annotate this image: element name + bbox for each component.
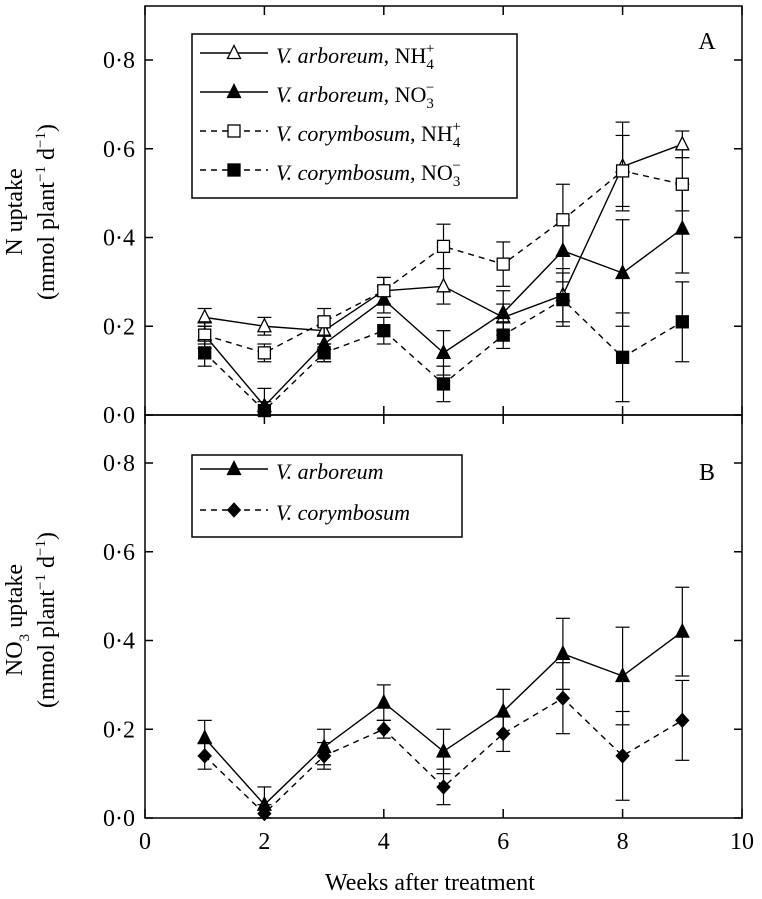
panel-1-ytick-label-2: 0·4: [103, 629, 135, 655]
panel-0-series-2-point-3: [377, 284, 391, 298]
panel-1-series-1-point-5: [496, 725, 511, 742]
panel-0-series-0-point-8: [674, 135, 690, 151]
panel-0-series-2-point-4: [436, 239, 451, 254]
panel-0-series-3-point-1: [257, 403, 272, 418]
panel-b-label: B: [699, 460, 715, 486]
legend-a-label-3: V. corymbosum, NO3−: [276, 158, 461, 190]
panel-1-series-0-point-3: [376, 693, 392, 709]
panel-0-series-2-point-1: [257, 346, 272, 360]
panel-0-ytick-label-1: 0·2: [103, 314, 135, 340]
panel-0-series-1-point-8: [674, 219, 690, 235]
panel-0-series-2-point-5: [496, 257, 510, 271]
x-tick-label-3: 6: [497, 829, 509, 855]
panel-1-ytick-label-0: 0·0: [103, 806, 135, 832]
panel-1-legend-marker-0: [226, 460, 242, 476]
panel-1-series-0-point-6: [555, 644, 571, 660]
x-tick-label-5: 10: [730, 829, 754, 855]
x-tick-label-4: 8: [617, 829, 629, 855]
panel-0-series-1-point-7: [615, 264, 631, 280]
panel-0-legend-marker-1: [226, 83, 242, 99]
panel-0-series-0-point-4: [435, 277, 452, 293]
panel-0-series-3-point-0: [198, 346, 212, 360]
panel-0-series-3-point-6: [556, 292, 570, 307]
panel-0-legend-marker-2: [227, 124, 241, 138]
panel-a-label: A: [698, 29, 716, 55]
panel-1-ytick-label-1: 0·2: [103, 717, 135, 743]
panel-0-series-2-point-2: [317, 315, 331, 329]
svg-text:(mmol plant−1 d−1): (mmol plant−1 d−1): [33, 124, 60, 300]
x-axis-title: Weeks after treatment: [325, 870, 535, 896]
legend-b-label-1: V. corymbosum: [276, 500, 410, 525]
panel-1-series-1-line: [204, 697, 683, 815]
legend-a-label-2: V. corymbosum, NH4+: [276, 119, 461, 151]
panel-0-series-2-point-7: [615, 164, 630, 178]
panel-0-series-1-point-5: [495, 303, 511, 320]
panel-1-ytick-label-3: 0·6: [103, 540, 135, 566]
panel-1-series-0-point-7: [615, 667, 631, 683]
x-tick-label-0: 0: [139, 829, 151, 855]
panel-1-series-1-point-1: [257, 805, 272, 822]
svg-text:N uptake: N uptake: [2, 168, 28, 255]
panel-0-ytick-label-3: 0·6: [103, 137, 135, 163]
panel-1-ytick-label-4: 0·8: [103, 451, 135, 477]
panel-0-series-3-point-4: [436, 377, 451, 391]
panel-0-series-0-point-0: [197, 308, 213, 324]
panel-1-series-1-point-3: [376, 721, 391, 737]
panel-0-series-3-point-5: [496, 328, 510, 342]
panel-1-series-0-point-0: [197, 729, 213, 745]
legend-a-label-1: V. arboreum, NO3−: [276, 80, 434, 112]
panel-1-series-0-point-4: [435, 742, 452, 758]
svg-text:NO3 uptake: NO3 uptake: [2, 564, 33, 676]
svg-text:(mmol plant−1 d−1): (mmol plant−1 d−1): [33, 532, 60, 708]
panel-0-legend-marker-3: [227, 163, 241, 177]
panel-a-legend: V. arboreum, NH4+ V. arboreum, NO3− V. c…: [191, 33, 518, 199]
panel-1-series-0-point-8: [674, 622, 690, 638]
panel-1-legend-marker-1: [226, 502, 242, 518]
panel-b-frame: [144, 414, 743, 819]
panel-0-series-3-point-3: [377, 324, 391, 338]
panel-1-series-1-point-4: [436, 779, 451, 795]
panel-1-series-0-point-5: [495, 702, 511, 718]
panel-0-series-0-point-1: [256, 317, 272, 333]
panel-0-series-3-point-8: [675, 315, 689, 329]
panel-0-series-2-point-8: [675, 177, 689, 191]
panel-0-series-2-point-6: [556, 213, 570, 227]
panel-0-legend-marker-0: [226, 44, 242, 60]
panel-b-legend: V. arboreum V. corymbosum: [191, 454, 463, 538]
legend-a-label-0: V. arboreum, NH4+: [276, 41, 434, 73]
panel-b-ylabel: NO3 uptake (mmol plant−1 d−1): [2, 532, 60, 708]
panel-0-ytick-label-2: 0·4: [103, 226, 135, 252]
panel-b-legend-box: [191, 454, 463, 538]
panel-1-series-1-point-0: [197, 748, 212, 764]
panel-0-series-3-point-7: [615, 350, 630, 364]
x-tick-label-2: 4: [378, 829, 390, 855]
panel-1-series-1-point-7: [615, 748, 630, 764]
panel-0-series-3-point-2: [317, 346, 331, 360]
legend-b-label-0: V. arboreum: [276, 459, 384, 484]
panel-1-series-1-point-8: [675, 712, 690, 729]
panel-1-series-1-point-2: [316, 748, 332, 764]
x-tick-label-1: 2: [258, 829, 270, 855]
panel-0-series-1-point-4: [435, 343, 452, 360]
panel-0-ytick-label-4: 0·8: [103, 48, 135, 74]
panel-1-series-1-point-6: [555, 690, 571, 706]
panel-a-ylabel: N uptake (mmol plant−1 d−1): [2, 124, 60, 300]
panel-0-ytick-label-0: 0·0: [103, 403, 135, 429]
